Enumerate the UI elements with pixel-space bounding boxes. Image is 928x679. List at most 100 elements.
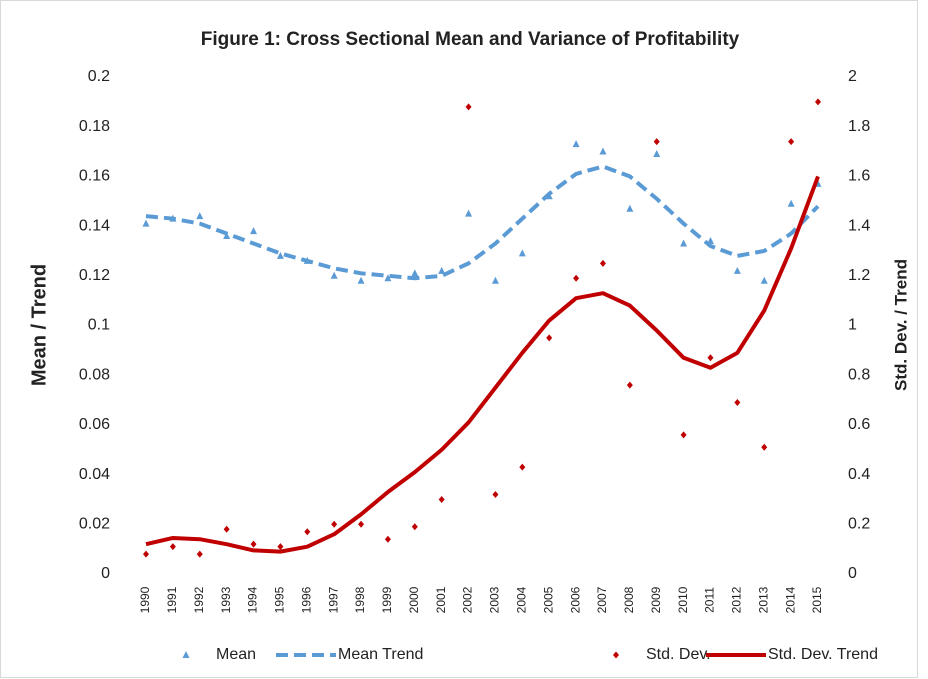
triangle-marker [276,251,284,259]
y-tick-label: 0.08 [79,366,110,383]
triangle-marker [572,140,580,148]
x-tick-label: 2011 [703,587,717,613]
legend-label: Std. Dev. Trend [768,646,878,663]
triangle-marker [465,209,473,217]
y2-tick-label: 0.4 [848,466,870,483]
diamond-marker [707,354,714,362]
y-tick-label: 0.12 [79,267,110,284]
x-tick-label: 2015 [810,586,824,613]
y-tick-label: 0.1 [88,317,110,334]
x-tick-label: 1998 [353,586,367,613]
y-tick-label: 0.18 [79,118,110,135]
diamond-marker [331,520,338,528]
triangle-marker [491,276,499,284]
x-tick-label: 2014 [783,586,797,613]
diamond-marker [223,525,230,533]
x-tick-label: 2012 [730,586,744,613]
diamond-marker [788,138,795,146]
diamond-marker [250,540,257,548]
x-tick-label: 2009 [649,586,663,613]
diamond-marker [358,520,365,528]
diamond-marker [653,138,660,146]
diamond-marker [734,399,741,407]
y-tick-label: 0.14 [79,217,110,234]
triangle-marker [438,266,446,274]
chart-title: Figure 1: Cross Sectional Mean and Varia… [201,29,740,50]
diamond-marker [519,463,526,471]
legend-label: Mean Trend [338,646,423,663]
diamond-marker [492,490,499,498]
diamond-marker [438,495,445,503]
y-tick-label: 0.06 [79,416,110,433]
x-tick-label: 2013 [756,586,770,613]
diamond-marker [613,651,619,659]
x-tick-label: 2005 [541,586,555,613]
diamond-marker [680,431,687,439]
triangle-marker [760,276,768,284]
diamond-marker [573,274,580,282]
y2-tick-label: 2 [848,68,857,85]
trend-line [145,164,820,281]
x-tick-label: 2008 [622,586,636,613]
triangle-marker [182,651,190,658]
x-tick-label: 2003 [488,586,502,613]
y-tick-label: 0.16 [79,168,110,185]
legend-label: Std. Dev. [646,646,711,663]
x-tick-label: 2000 [407,586,421,613]
y2-tick-label: 1 [848,317,857,334]
y-tick-label: 0.04 [79,466,110,483]
diamond-marker [277,543,284,551]
triangle-marker [599,147,607,155]
x-tick-label: 1991 [165,586,179,613]
legend-label: Mean [216,646,256,663]
y2-tick-label: 0.6 [848,416,870,433]
trend-line [145,175,820,554]
x-tick-label: 1990 [138,586,152,613]
y2-axis-label: Std. Dev. / Trend [891,259,910,391]
x-tick-label: 1994 [246,586,260,613]
y-tick-label: 0.02 [79,516,110,533]
y-tick-label: 0.2 [88,68,110,85]
diamond-marker [196,550,203,558]
diamond-marker [761,443,768,451]
y2-tick-label: 0.8 [848,366,870,383]
x-tick-label: 1997 [326,586,340,613]
y2-tick-label: 1.2 [848,267,870,284]
x-tick-label: 1999 [380,586,394,613]
diamond-marker [411,523,418,531]
x-tick-label: 2004 [514,586,528,613]
y2-tick-label: 0 [848,565,857,582]
diamond-marker [143,550,149,558]
diamond-marker [169,543,176,551]
triangle-marker [330,271,338,279]
diamond-marker [546,334,553,342]
y2-tick-label: 1.8 [848,118,870,135]
x-tick-label: 1992 [192,586,206,613]
triangle-marker [142,219,150,227]
y2-tick-label: 1.6 [848,168,870,185]
diamond-marker [384,535,391,543]
y-axis-label: Mean / Trend [28,264,50,386]
triangle-marker [787,199,795,207]
triangle-marker [411,269,419,277]
triangle-marker [518,249,526,257]
x-tick-label: 1995 [273,586,287,613]
y2-tick-label: 0.2 [848,516,870,533]
triangle-marker [357,276,365,284]
diamond-marker [815,98,821,106]
x-tick-label: 1996 [299,586,313,613]
diamond-marker [626,381,633,389]
diamond-marker [599,259,606,267]
x-tick-label: 2002 [461,586,475,613]
x-tick-label: 2010 [676,586,690,613]
triangle-marker [196,212,204,220]
x-tick-label: 2001 [434,586,448,613]
diamond-marker [465,103,472,111]
diamond-marker [304,528,311,536]
x-tick-label: 2007 [595,586,609,613]
y-tick-label: 0 [101,565,110,582]
y2-tick-label: 1.4 [848,217,870,234]
triangle-marker [680,239,688,247]
